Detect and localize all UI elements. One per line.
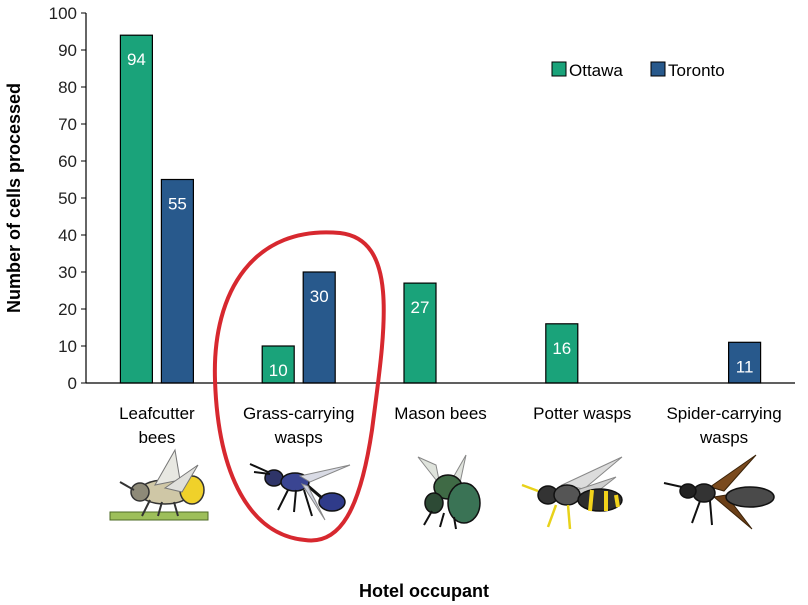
bar-ottawa	[119, 34, 154, 384]
y-tick-label: 30	[58, 263, 77, 282]
category-label: Mason bees	[394, 404, 487, 423]
grass-carrying-wasp-icon	[249, 463, 351, 521]
bar-toronto	[160, 178, 194, 384]
mason-bee-icon	[417, 454, 481, 530]
y-tick-label: 80	[58, 78, 77, 97]
category-label: Spider-carrying	[666, 404, 781, 423]
y-tick-label: 20	[58, 300, 77, 319]
spider-carrying-wasp-icon	[663, 454, 775, 530]
category-label: Grass-carrying	[243, 404, 354, 423]
y-tick-label: 10	[58, 337, 77, 356]
legend-swatch-ottawa	[551, 61, 567, 77]
data-label: 10	[269, 361, 288, 380]
category-label: wasps	[699, 428, 748, 447]
data-label: 16	[552, 339, 571, 358]
bar-ottawa	[261, 345, 295, 384]
highlight-ellipse	[212, 230, 386, 543]
x-axis-categories: Leafcutter bees Grass-carrying wasps Mason b…	[119, 404, 782, 447]
y-axis-title: Number of cells processed	[4, 83, 24, 313]
data-label: 30	[310, 287, 329, 306]
legend-label-ottawa: Ottawa	[569, 61, 623, 80]
y-axis: 0 10 20 30 40 50 60 70 80 90 100	[49, 4, 86, 393]
data-label: 94	[127, 50, 146, 69]
bar-toronto	[302, 271, 336, 384]
category-label: Potter wasps	[533, 404, 631, 423]
data-label: 27	[411, 298, 430, 317]
y-tick-label: 100	[49, 4, 77, 23]
category-label: bees	[138, 428, 175, 447]
bar-toronto	[727, 341, 762, 384]
bars-group: 94 55 10 30 27 16 11	[119, 34, 762, 384]
legend: Ottawa Toronto	[551, 61, 725, 80]
potter-wasp-icon	[521, 456, 623, 530]
legend-swatch-toronto	[650, 61, 666, 77]
y-tick-label: 0	[68, 374, 77, 393]
data-label: 11	[736, 357, 754, 376]
axes-lines	[85, 13, 795, 384]
legend-label-toronto: Toronto	[668, 61, 725, 80]
y-tick-label: 40	[58, 226, 77, 245]
category-label: wasps	[274, 428, 323, 447]
y-tick-label: 70	[58, 115, 77, 134]
y-tick-label: 60	[58, 152, 77, 171]
data-label: 55	[168, 195, 187, 214]
y-tick-label: 50	[58, 189, 77, 208]
category-label: Leafcutter	[119, 404, 195, 423]
y-tick-label: 90	[58, 41, 77, 60]
x-axis-title: Hotel occupant	[359, 581, 489, 601]
leafcutter-bee-icon	[109, 448, 209, 521]
bar-ottawa	[403, 282, 437, 384]
